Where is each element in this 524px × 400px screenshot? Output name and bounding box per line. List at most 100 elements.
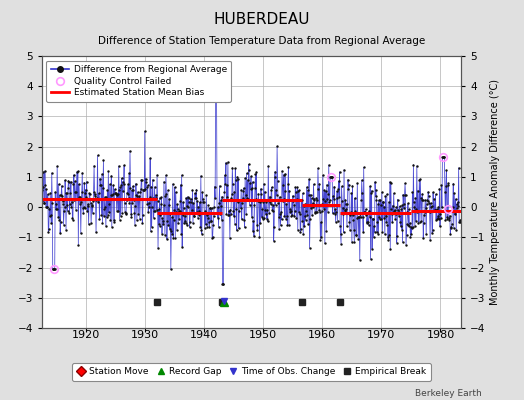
Point <box>163 218 171 224</box>
Point <box>183 222 191 228</box>
Point <box>237 216 246 222</box>
Point <box>441 189 449 195</box>
Point <box>152 207 161 213</box>
Point <box>333 188 341 195</box>
Point <box>157 194 166 200</box>
Point <box>231 220 239 227</box>
Point <box>364 210 372 216</box>
Point <box>451 208 460 215</box>
Text: 1950: 1950 <box>249 330 277 340</box>
Point <box>275 226 283 232</box>
Point <box>130 222 139 228</box>
Point <box>123 190 132 197</box>
Point <box>342 206 351 212</box>
Point <box>303 187 312 193</box>
Point <box>117 182 125 188</box>
Point <box>147 224 156 230</box>
Point <box>336 231 345 238</box>
Point <box>97 182 105 188</box>
Point <box>296 211 304 217</box>
Point <box>316 237 324 244</box>
Point <box>103 214 111 220</box>
Point <box>279 198 287 204</box>
Point <box>295 187 303 194</box>
Point <box>407 224 415 230</box>
Point <box>287 212 296 219</box>
Point <box>187 199 195 205</box>
Point <box>217 216 226 223</box>
Point <box>258 214 266 220</box>
Point <box>308 212 316 218</box>
Point <box>60 204 69 210</box>
Point <box>308 195 316 201</box>
Point <box>110 217 118 224</box>
Point <box>282 200 291 207</box>
Point <box>160 202 169 209</box>
Point <box>451 211 459 218</box>
Point <box>115 216 124 223</box>
Point <box>157 200 165 207</box>
Point <box>242 210 250 217</box>
Point <box>223 182 231 188</box>
Point <box>96 182 105 189</box>
Point <box>423 197 431 203</box>
Point <box>427 204 435 210</box>
Point <box>139 186 147 193</box>
Point <box>49 266 57 272</box>
Text: 1930: 1930 <box>131 330 159 340</box>
Point <box>82 186 90 193</box>
Point <box>128 199 137 206</box>
Point <box>136 216 144 222</box>
Point <box>363 220 371 226</box>
Point <box>203 224 211 230</box>
Point <box>140 186 148 193</box>
Point <box>143 201 151 207</box>
Point <box>73 168 81 175</box>
Point <box>193 209 201 215</box>
Point <box>167 227 176 234</box>
Point <box>126 148 134 154</box>
Point <box>313 196 322 203</box>
Point <box>134 211 143 217</box>
Point <box>414 220 422 226</box>
Y-axis label: Monthly Temperature Anomaly Difference (°C): Monthly Temperature Anomaly Difference (… <box>490 79 500 305</box>
Point <box>94 199 102 205</box>
Point <box>446 231 454 238</box>
Point <box>124 181 132 187</box>
Point <box>267 186 276 193</box>
Point <box>392 204 400 210</box>
Point <box>220 188 228 195</box>
Point <box>57 219 65 225</box>
Point <box>388 211 396 218</box>
Point <box>454 164 463 171</box>
Point <box>113 191 122 198</box>
Point <box>111 186 119 193</box>
Point <box>152 195 160 201</box>
Point <box>412 163 421 169</box>
Point <box>372 193 380 199</box>
Point <box>224 159 232 165</box>
Point <box>335 168 344 175</box>
Point <box>385 232 394 238</box>
Point <box>376 216 384 222</box>
Point <box>158 230 166 237</box>
Point <box>354 236 363 242</box>
Point <box>69 216 77 223</box>
Point <box>243 195 252 202</box>
Point <box>125 170 133 176</box>
Point <box>241 224 249 230</box>
Point <box>284 164 292 170</box>
Point <box>165 202 173 208</box>
Point <box>67 204 75 210</box>
Point <box>379 199 388 205</box>
Point <box>399 191 407 198</box>
Text: Berkeley Earth: Berkeley Earth <box>416 389 482 398</box>
Point <box>190 213 199 220</box>
Point <box>209 222 217 228</box>
Point <box>413 187 422 194</box>
Point <box>79 210 88 216</box>
Point <box>372 187 380 194</box>
Point <box>269 202 277 208</box>
Point <box>434 204 443 210</box>
Point <box>52 206 61 212</box>
